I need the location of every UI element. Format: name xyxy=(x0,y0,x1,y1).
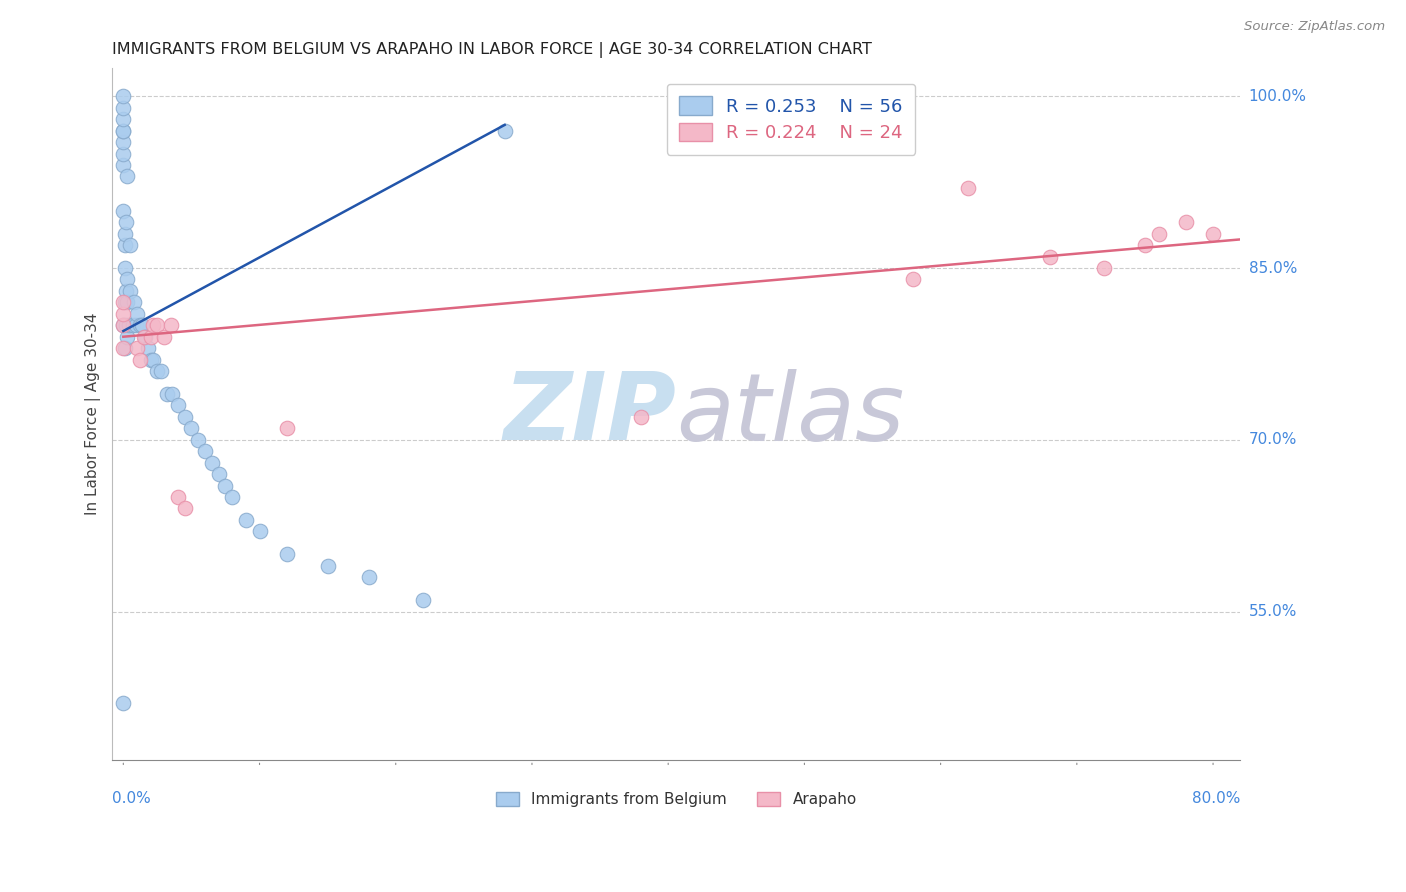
Point xyxy=(956,181,979,195)
Point xyxy=(1147,227,1170,241)
Point xyxy=(117,295,139,310)
Point xyxy=(221,490,243,504)
Text: ZIP: ZIP xyxy=(503,368,676,460)
Point xyxy=(117,329,139,343)
Point xyxy=(1039,250,1062,264)
Point xyxy=(114,260,136,275)
Point xyxy=(121,318,143,333)
Point xyxy=(153,329,176,343)
Point xyxy=(139,352,162,367)
Point xyxy=(134,329,156,343)
Text: atlas: atlas xyxy=(676,368,904,459)
Point xyxy=(412,593,434,607)
Point xyxy=(112,158,135,172)
Text: Source: ZipAtlas.com: Source: ZipAtlas.com xyxy=(1244,20,1385,33)
Point xyxy=(214,478,236,492)
Point xyxy=(131,318,153,333)
Point xyxy=(112,696,135,710)
Text: 55.0%: 55.0% xyxy=(1249,604,1296,619)
Point xyxy=(124,318,146,333)
Point xyxy=(112,123,135,137)
Text: 0.0%: 0.0% xyxy=(112,791,152,806)
Text: 100.0%: 100.0% xyxy=(1249,89,1306,103)
Point xyxy=(128,318,150,333)
Point xyxy=(201,456,224,470)
Point xyxy=(166,399,188,413)
Point xyxy=(112,203,135,218)
Point xyxy=(235,513,257,527)
Point xyxy=(146,318,169,333)
Y-axis label: In Labor Force | Age 30-34: In Labor Force | Age 30-34 xyxy=(86,313,101,516)
Point xyxy=(180,421,202,435)
Point xyxy=(112,295,135,310)
Point xyxy=(125,341,148,355)
Point xyxy=(903,272,925,286)
Point xyxy=(112,101,135,115)
Point xyxy=(115,215,138,229)
Point xyxy=(162,387,184,401)
Point xyxy=(120,238,142,252)
Point xyxy=(120,284,142,298)
Point xyxy=(1174,215,1197,229)
Point xyxy=(128,352,150,367)
Point xyxy=(118,318,141,333)
Point xyxy=(112,123,135,137)
Point xyxy=(142,318,165,333)
Point xyxy=(115,284,138,298)
Point xyxy=(112,341,135,355)
Point xyxy=(112,89,135,103)
Point xyxy=(132,329,155,343)
Point xyxy=(112,146,135,161)
Point xyxy=(173,501,195,516)
Point xyxy=(146,364,169,378)
Point xyxy=(276,421,298,435)
Point xyxy=(357,570,380,584)
Point xyxy=(136,341,159,355)
Point xyxy=(112,307,135,321)
Point xyxy=(630,409,652,424)
Point xyxy=(122,295,145,310)
Point xyxy=(160,318,183,333)
Point xyxy=(208,467,231,482)
Point xyxy=(194,444,217,458)
Point xyxy=(117,272,139,286)
Point xyxy=(114,238,136,252)
Text: 70.0%: 70.0% xyxy=(1249,433,1296,447)
Legend: Immigrants from Belgium, Arapaho: Immigrants from Belgium, Arapaho xyxy=(488,785,865,815)
Point xyxy=(139,329,162,343)
Point xyxy=(112,112,135,127)
Point xyxy=(112,318,135,333)
Point xyxy=(150,364,173,378)
Point xyxy=(187,433,209,447)
Point xyxy=(114,341,136,355)
Point xyxy=(156,387,179,401)
Point xyxy=(1092,260,1115,275)
Point xyxy=(117,169,139,184)
Point xyxy=(112,318,135,333)
Point xyxy=(115,318,138,333)
Text: 80.0%: 80.0% xyxy=(1192,791,1240,806)
Point xyxy=(173,409,195,424)
Point xyxy=(125,307,148,321)
Text: IMMIGRANTS FROM BELGIUM VS ARAPAHO IN LABOR FORCE | AGE 30-34 CORRELATION CHART: IMMIGRANTS FROM BELGIUM VS ARAPAHO IN LA… xyxy=(112,42,872,58)
Point xyxy=(1202,227,1225,241)
Text: 85.0%: 85.0% xyxy=(1249,260,1296,276)
Point xyxy=(316,558,339,573)
Point xyxy=(1133,238,1156,252)
Point xyxy=(276,547,298,561)
Point xyxy=(166,490,188,504)
Point xyxy=(112,135,135,149)
Point xyxy=(114,227,136,241)
Point xyxy=(249,524,271,539)
Point xyxy=(142,352,165,367)
Point xyxy=(494,123,516,137)
Point xyxy=(114,295,136,310)
